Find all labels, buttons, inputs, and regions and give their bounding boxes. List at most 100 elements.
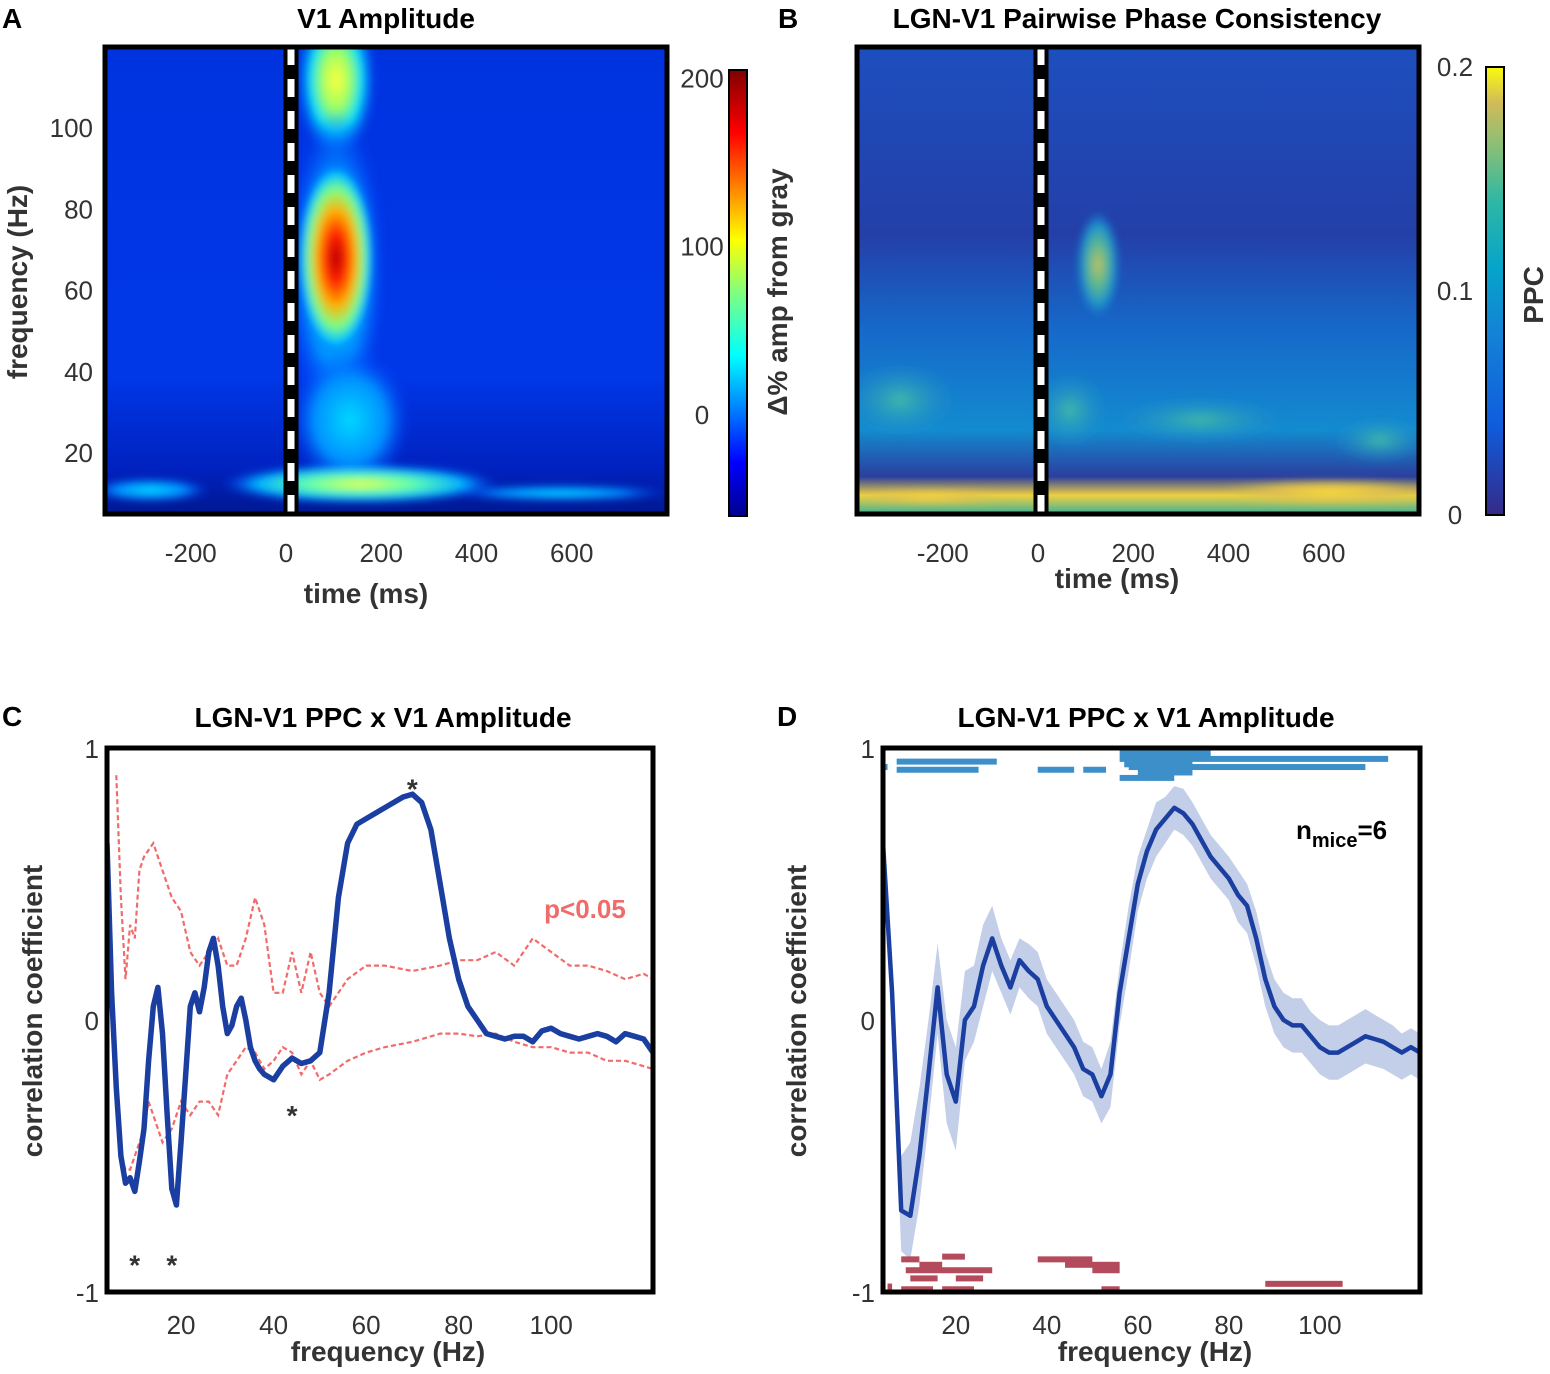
- panel-c-ylabel: correlation coefficient: [17, 865, 48, 1158]
- panel-c-frame: [104, 745, 656, 1295]
- threshold-upper-line: [115, 775, 653, 1009]
- panel-a-frame: [102, 44, 670, 517]
- panel-d-ylabel: correlation coefficient: [781, 865, 812, 1158]
- x-tick-label: 200: [1112, 538, 1155, 568]
- x-tick-label: 0: [1031, 538, 1045, 568]
- x-tick-label: 100: [1298, 1310, 1341, 1340]
- x-tick-label: 20: [167, 1310, 196, 1340]
- panel-a: A V1 Amplitude -200 0 200 400 600 20 40 60 80 100…: [2, 3, 793, 609]
- panel-a-heatmap: [105, 47, 667, 514]
- negative-significance-bar: [1092, 1267, 1120, 1274]
- x-tick-label: 20: [941, 1310, 970, 1340]
- panel-d-frame: [880, 745, 1423, 1295]
- colorbar-tick-label: 200: [680, 63, 723, 93]
- x-tick-label: 60: [1123, 1310, 1152, 1340]
- positive-significance-bar: [896, 758, 997, 765]
- y-tick-label: 1: [861, 734, 875, 764]
- panel-a-title: V1 Amplitude: [297, 3, 475, 34]
- y-tick-label: 0: [85, 1006, 99, 1036]
- positive-significance-bar: [1119, 755, 1389, 762]
- positive-significance-bar: [1119, 750, 1211, 757]
- negative-significance-bar: [942, 1286, 975, 1292]
- panel-c-significance: * * * *: [129, 774, 418, 1281]
- negative-significance-bar: [910, 1275, 938, 1282]
- panel-b-frame: [854, 44, 1422, 517]
- negative-significance-bar: [955, 1275, 984, 1282]
- correlation-line: [107, 791, 653, 1208]
- panel-c: C LGN-V1 PPC x V1 Amplitude 20 40 60 80 100 -…: [2, 701, 656, 1367]
- x-tick-label: -200: [917, 538, 969, 568]
- panel-b-letter: B: [778, 3, 798, 34]
- significance-star: *: [166, 1250, 177, 1281]
- panel-d-xlabel: frequency (Hz): [1058, 1336, 1252, 1367]
- x-tick-label: 600: [550, 538, 593, 568]
- panel-b: B LGN-V1 Pairwise Phase Consistency -200…: [778, 3, 1549, 594]
- positive-significance-bar: [1083, 766, 1106, 773]
- significance-star: *: [287, 1100, 298, 1131]
- colorbar-tick-label: 0: [695, 400, 709, 430]
- y-tick-label: 20: [64, 438, 93, 468]
- x-tick-label: 400: [455, 538, 498, 568]
- panel-c-title: LGN-V1 PPC x V1 Amplitude: [194, 702, 571, 733]
- panel-a-axes: -200 0 200 400 600 20 40 60 80 100: [50, 113, 594, 568]
- panel-c-axes: 20 40 60 80 100 -1 0 1: [76, 734, 573, 1340]
- significance-star: *: [129, 1250, 140, 1281]
- y-tick-label: -1: [76, 1278, 99, 1308]
- x-tick-label: 100: [530, 1310, 573, 1340]
- colorbar-tick-label: 0.1: [1437, 276, 1473, 306]
- panel-d-axes: 20 40 60 80 100 -1 0 1: [852, 734, 1342, 1340]
- colorbar-tick-label: 0: [1448, 500, 1462, 530]
- mean-correlation-line: [883, 805, 1420, 1219]
- y-tick-label: 1: [85, 734, 99, 764]
- x-tick-label: 40: [259, 1310, 288, 1340]
- panel-b-colorbar: [1485, 66, 1505, 516]
- threshold-lower-line: [115, 1032, 653, 1171]
- panel-b-xlabel: time (ms): [1055, 563, 1179, 594]
- negative-significance-bar: [905, 1267, 929, 1274]
- negative-significance-bar: [901, 1256, 920, 1263]
- panel-a-xlabel: time (ms): [304, 578, 428, 609]
- panel-b-heatmap: [857, 47, 1419, 514]
- panel-a-letter: A: [2, 3, 22, 34]
- x-tick-label: 60: [352, 1310, 381, 1340]
- panel-c-letter: C: [2, 701, 22, 732]
- panel-b-axes: -200 0 200 400 600: [917, 538, 1346, 568]
- y-tick-label: 60: [64, 276, 93, 306]
- colorbar-tick-label: 0.2: [1437, 52, 1473, 82]
- positive-significance-bar: [1128, 764, 1366, 771]
- panel-b-title: LGN-V1 Pairwise Phase Consistency: [893, 3, 1382, 34]
- y-tick-label: 80: [64, 194, 93, 224]
- x-tick-label: 600: [1302, 538, 1345, 568]
- panel-a-colorbar-label: Δ% amp from gray: [762, 168, 793, 416]
- negative-significance-bar: [887, 1283, 893, 1290]
- sem-band: [883, 786, 1420, 1260]
- panel-a-colorbar-ticks: 0 100 200: [680, 63, 723, 430]
- y-tick-label: 40: [64, 357, 93, 387]
- negative-significance-bar: [901, 1286, 934, 1292]
- x-tick-label: 80: [1214, 1310, 1243, 1340]
- x-tick-label: 400: [1207, 538, 1250, 568]
- negative-significance-bar: [919, 1261, 943, 1268]
- positive-significance-bar: [896, 766, 979, 773]
- colorbar-tick-label: 100: [680, 232, 723, 262]
- panel-d: D LGN-V1 PPC x V1 Amplitude 20 40 60 80 100 -…: [777, 701, 1423, 1367]
- x-tick-label: 200: [360, 538, 403, 568]
- panel-d-letter: D: [777, 701, 797, 732]
- negative-significance-bar: [1101, 1286, 1120, 1292]
- negative-significance-bar: [1037, 1256, 1093, 1263]
- negative-significance-bar: [928, 1267, 993, 1274]
- panel-b-colorbar-label: PPC: [1518, 266, 1549, 324]
- positive-significance-bar: [1137, 769, 1193, 776]
- y-tick-label: -1: [852, 1278, 875, 1308]
- panel-d-plot: [883, 750, 1420, 1292]
- x-tick-label: 80: [444, 1310, 473, 1340]
- panel-b-colorbar-ticks: 0 0.1 0.2: [1437, 52, 1473, 530]
- x-tick-label: 40: [1032, 1310, 1061, 1340]
- panel-c-xlabel: frequency (Hz): [291, 1336, 485, 1367]
- negative-significance-bar: [1065, 1261, 1120, 1268]
- panel-d-title: LGN-V1 PPC x V1 Amplitude: [957, 702, 1334, 733]
- positive-significance-bar: [1037, 766, 1075, 773]
- panel-c-pvalue-label: p<0.05: [544, 894, 626, 924]
- panel-a-colorbar: [728, 69, 748, 517]
